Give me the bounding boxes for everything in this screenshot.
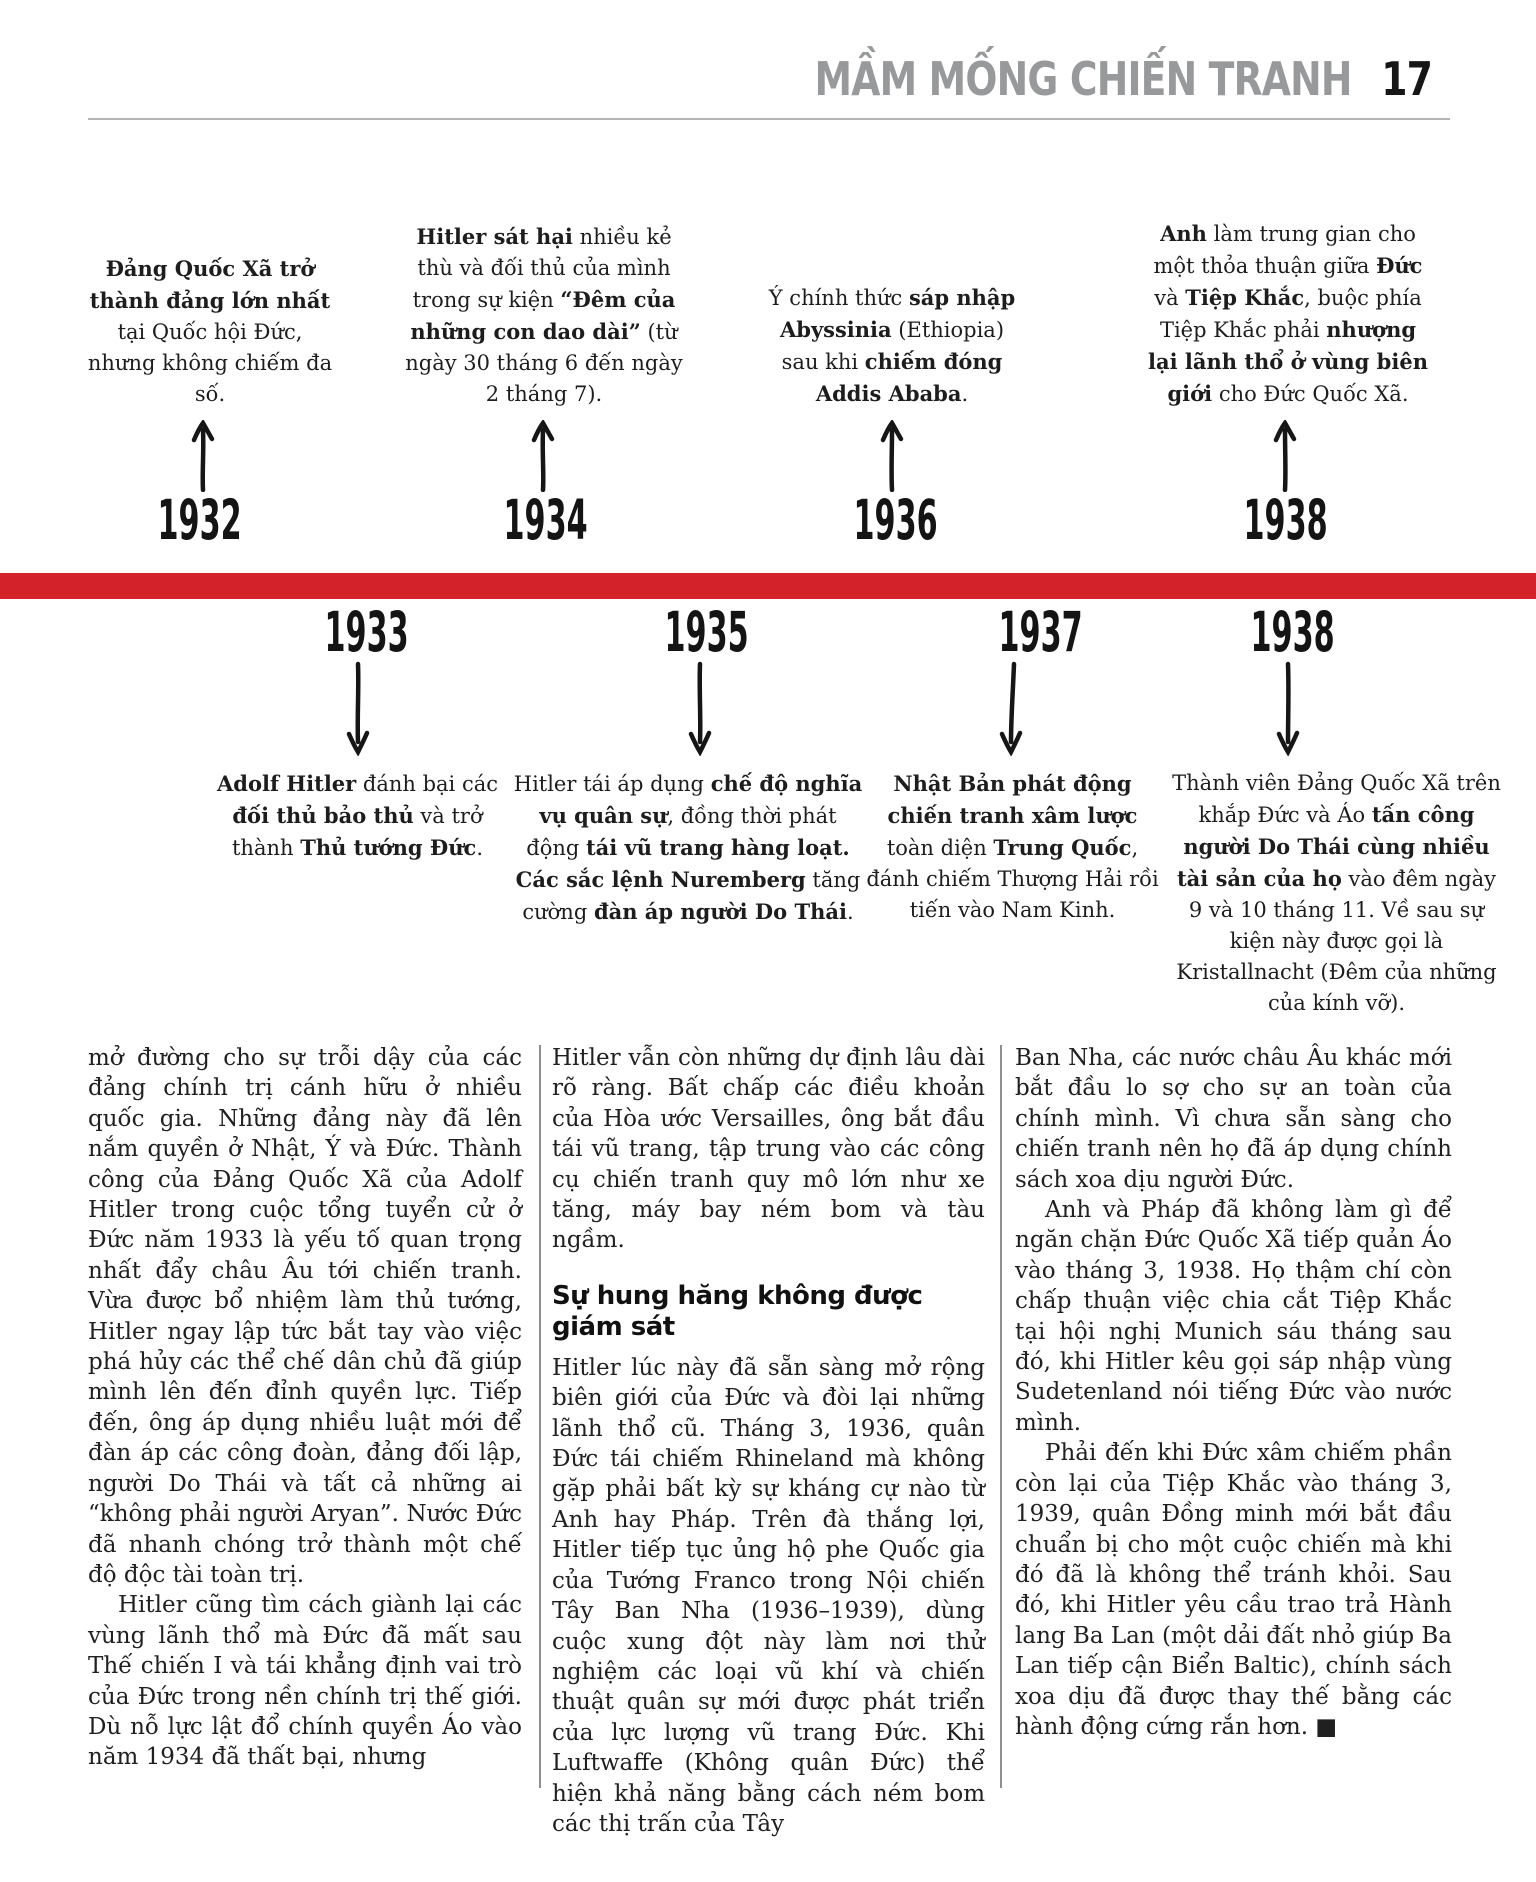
paragraph: Hitler vẫn còn những dự định lâu dài rõ … [552,1045,985,1254]
timeline-event-1935: Hitler tái áp dụng chế độ nghĩa vụ quân … [513,768,863,928]
paragraph: Hitler lúc này đã sẵn sàng mở rộng biên … [552,1354,985,1837]
timeline-event-text: Adolf Hitler đánh bại các đối thủ bảo th… [217,771,498,860]
header-divider [88,118,1450,120]
timeline-year-1936: 1936 [853,488,938,552]
timeline-event-text: Hitler sát hại nhiều kẻ thù và đối thủ c… [405,224,683,406]
column-divider [539,1045,541,1788]
down-arrow-icon [1276,661,1300,756]
page-title: MẦM MỐNG CHIẾN TRANH [814,52,1353,106]
timeline-event-text: Ý chính thức sáp nhập Abyssinia (Ethiopi… [768,285,1016,406]
column-divider [1000,1045,1002,1788]
timeline-year-1938-top: 1938 [1243,488,1328,552]
down-arrow-icon [999,661,1023,756]
page-header: MẦM MỐNG CHIẾN TRANH 17 [814,52,1433,106]
timeline-year-1933: 1933 [324,600,409,664]
paragraph: Hitler cũng tìm cách giành lại các vùng … [88,1592,522,1771]
section-heading: Sự hung hăng không được giám sát [552,1280,923,1342]
timeline-event-text: Anh làm trung gian cho một thỏa thuận gi… [1148,221,1428,406]
article-column-2: Hitler vẫn còn những dự định lâu dài rõ … [552,1043,985,1839]
timeline-year-1937: 1937 [998,600,1083,664]
paragraph: Anh và Pháp đã không làm gì để ngăn chặn… [1015,1197,1452,1436]
down-arrow-icon [346,661,370,756]
timeline-event-text: Thành viên Đảng Quốc Xã trên khắp Đức và… [1172,771,1501,1015]
timeline-event-1933: Adolf Hitler đánh bại các đối thủ bảo th… [215,768,500,864]
paragraph: Phải đến khi Đức xâm chiếm phần còn lại … [1015,1440,1452,1740]
timeline-event-1934: Hitler sát hại nhiều kẻ thù và đối thủ c… [405,221,683,410]
paragraph: Ban Nha, các nước châu Âu khác mới bắt đ… [1015,1045,1452,1193]
timeline-event-text: Nhật Bản phát động chiến tranh xâm lược … [866,771,1159,922]
timeline-event-1936: Ý chính thức sáp nhập Abyssinia (Ethiopi… [762,282,1022,410]
timeline-event-1932: Đảng Quốc Xã trở thành đảng lớn nhất tại… [85,253,335,410]
article-column-1: mở đường cho sự trỗi dậy của các đảng ch… [88,1043,522,1773]
timeline-event-1937: Nhật Bản phát động chiến tranh xâm lược … [865,768,1160,926]
timeline-bar [0,573,1536,599]
timeline-year-1938-bottom: 1938 [1250,600,1335,664]
timeline-event-text: Đảng Quốc Xã trở thành đảng lớn nhất tại… [87,256,333,406]
timeline-year-1934: 1934 [503,488,588,552]
up-arrow-icon [531,420,555,492]
paragraph: mở đường cho sự trỗi dậy của các đảng ch… [88,1045,522,1588]
timeline-event-1938-top: Anh làm trung gian cho một thỏa thuận gi… [1143,218,1433,410]
up-arrow-icon [1273,420,1297,492]
timeline-year-1932: 1932 [157,488,242,552]
down-arrow-icon [688,661,712,756]
timeline-event-text: Hitler tái áp dụng chế độ nghĩa vụ quân … [513,771,863,924]
page-number: 17 [1381,52,1433,106]
timeline-year-1935: 1935 [664,600,749,664]
article-column-3: Ban Nha, các nước châu Âu khác mới bắt đ… [1015,1043,1452,1742]
up-arrow-icon [191,420,215,492]
up-arrow-icon [880,420,904,492]
timeline-event-1938-bottom: Thành viên Đảng Quốc Xã trên khắp Đức và… [1169,768,1504,1019]
